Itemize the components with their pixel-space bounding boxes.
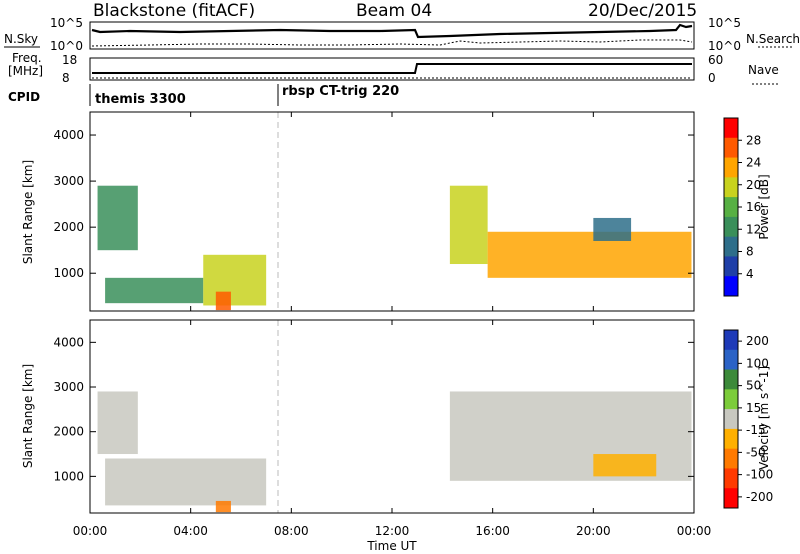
- x-tick-label: 12:00: [375, 524, 410, 538]
- nsky-tick-bottom: 10^0: [50, 39, 83, 53]
- colorbar-tick-label: 50: [746, 379, 761, 393]
- nsearch-tick-top: 10^5: [708, 16, 741, 30]
- heatmap-region: [203, 254, 267, 306]
- colorbar-tick-label: 12: [746, 222, 761, 236]
- heatmap-region: [449, 185, 488, 265]
- colorbar-swatch: [724, 157, 738, 178]
- y-tick-label: 3000: [53, 380, 84, 394]
- cpid-panel: CPID themis 3300 rbsp CT-trig 220: [8, 84, 399, 107]
- nave-tick-bottom: 0: [708, 71, 716, 85]
- x-axis: 00:00 04:00 08:00 12:00 16:00 20:00 00:00: [73, 112, 712, 538]
- nsky-panel: N.Sky 10^5 10^0 10^5 10^0 N.Search: [4, 16, 800, 53]
- colorbar-tick-label: 15: [746, 401, 761, 415]
- colorbar-tick-label: 20: [746, 178, 761, 192]
- freq-label: Freq.: [12, 51, 42, 65]
- colorbar-tick-label: -200: [746, 490, 773, 504]
- velocity-heatmap: [97, 391, 692, 513]
- freq-tick-bottom: 8: [62, 71, 70, 85]
- colorbar-swatch: [724, 409, 738, 430]
- nave-tick-top: 60: [708, 53, 723, 67]
- colorbar-swatch: [724, 488, 738, 509]
- heatmap-region: [105, 277, 204, 304]
- colorbar-tick-label: -50: [746, 445, 766, 459]
- colorbar-tick-label: 24: [746, 156, 761, 170]
- y-tick-label: 1000: [53, 266, 84, 280]
- x-tick-label: 04:00: [173, 524, 208, 538]
- power-heatmap: [97, 185, 692, 311]
- cpid-segment-2: rbsp CT-trig 220: [282, 84, 399, 99]
- power-y-axis: 1000 2000 3000 4000: [53, 128, 694, 280]
- colorbar-swatch: [724, 276, 738, 297]
- colorbar-swatch: [724, 177, 738, 198]
- velocity-ylabel: Slant Range [km]: [21, 364, 35, 468]
- colorbar-tick-label: -15: [746, 423, 766, 437]
- power-panel: 1000 2000 3000 4000 Slant Range [km]: [21, 111, 695, 312]
- heatmap-region: [215, 500, 231, 513]
- nsearch-trace: [91, 39, 693, 47]
- colorbar-swatch: [724, 137, 738, 159]
- freq-trace: [92, 63, 692, 74]
- freq-unit: [MHz]: [8, 64, 43, 78]
- colorbar-swatch: [724, 118, 738, 139]
- power-colorbar-label: Power [dB]: [757, 174, 771, 239]
- x-tick-label: 00:00: [73, 524, 108, 538]
- colorbar-swatch: [724, 389, 738, 410]
- beam-title: Beam 04: [356, 1, 432, 21]
- y-tick-label: 2000: [53, 425, 84, 439]
- heatmap-region: [593, 217, 632, 241]
- cpid-segment-1: themis 3300: [95, 92, 186, 107]
- velocity-colorbar: 200 100 50 15 -15 -50 -100 -200 Velocity [m s^-…: [723, 329, 773, 509]
- y-tick-label: 4000: [53, 335, 84, 349]
- colorbar-swatch: [724, 216, 738, 238]
- x-tick-label: 08:00: [274, 524, 309, 538]
- colorbar-tick-label: -100: [746, 468, 773, 482]
- colorbar-swatch: [724, 349, 738, 371]
- velocity-y-axis: 1000 2000 3000 4000: [53, 335, 694, 483]
- colorbar-swatch: [724, 448, 738, 469]
- x-axis-title: Time UT: [366, 539, 417, 553]
- y-tick-label: 2000: [53, 220, 84, 234]
- date-title: 20/Dec/2015: [588, 1, 697, 21]
- x-tick-label: 00:00: [677, 524, 712, 538]
- nsky-tick-top: 10^5: [50, 16, 83, 30]
- nsearch-label: N.Search: [746, 32, 800, 46]
- y-tick-label: 4000: [53, 128, 84, 142]
- x-tick-label: 16:00: [475, 524, 510, 538]
- x-tick-label: 20:00: [576, 524, 611, 538]
- colorbar-swatch: [724, 330, 738, 351]
- colorbar-tick-label: 100: [746, 356, 769, 370]
- colorbar-swatch: [724, 428, 738, 450]
- velocity-colorbar-label: Velocity [m s^-1]: [757, 366, 771, 470]
- colorbar-tick-label: 28: [746, 133, 761, 147]
- nsky-label: N.Sky: [4, 32, 38, 46]
- power-ylabel: Slant Range [km]: [21, 160, 35, 264]
- colorbar-swatch: [724, 197, 738, 218]
- velocity-panel: 1000 2000 3000 4000 Slant Range [km]: [21, 319, 695, 514]
- nsearch-tick-bottom: 10^0: [708, 39, 741, 53]
- station-title: Blackstone (fitACF): [93, 1, 255, 21]
- y-tick-label: 3000: [53, 174, 84, 188]
- colorbar-swatch: [724, 369, 738, 390]
- heatmap-region: [97, 391, 138, 455]
- colorbar-swatch: [724, 236, 738, 257]
- colorbar-swatch: [724, 468, 738, 489]
- colorbar-tick-label: 16: [746, 200, 761, 214]
- colorbar-tick-label: 8: [746, 245, 754, 259]
- freq-panel: Freq. [MHz] 18 8 60 0 Nave: [8, 51, 779, 85]
- heatmap-region: [97, 185, 138, 251]
- colorbar-tick-label: 4: [746, 267, 754, 281]
- y-tick-label: 1000: [53, 469, 84, 483]
- heatmap-region: [105, 458, 267, 506]
- power-colorbar: 4 8 12 16 20 24 28 Power [dB]: [723, 117, 771, 297]
- heatmap-region: [487, 231, 692, 278]
- nave-label: Nave: [748, 63, 779, 77]
- heatmap-region: [593, 454, 657, 477]
- cpid-label: CPID: [8, 90, 40, 104]
- heatmap-region: [215, 291, 231, 311]
- colorbar-swatch: [724, 256, 738, 277]
- nsky-trace: [91, 23, 693, 39]
- freq-tick-top: 18: [62, 53, 77, 67]
- colorbar-tick-label: 200: [746, 334, 769, 348]
